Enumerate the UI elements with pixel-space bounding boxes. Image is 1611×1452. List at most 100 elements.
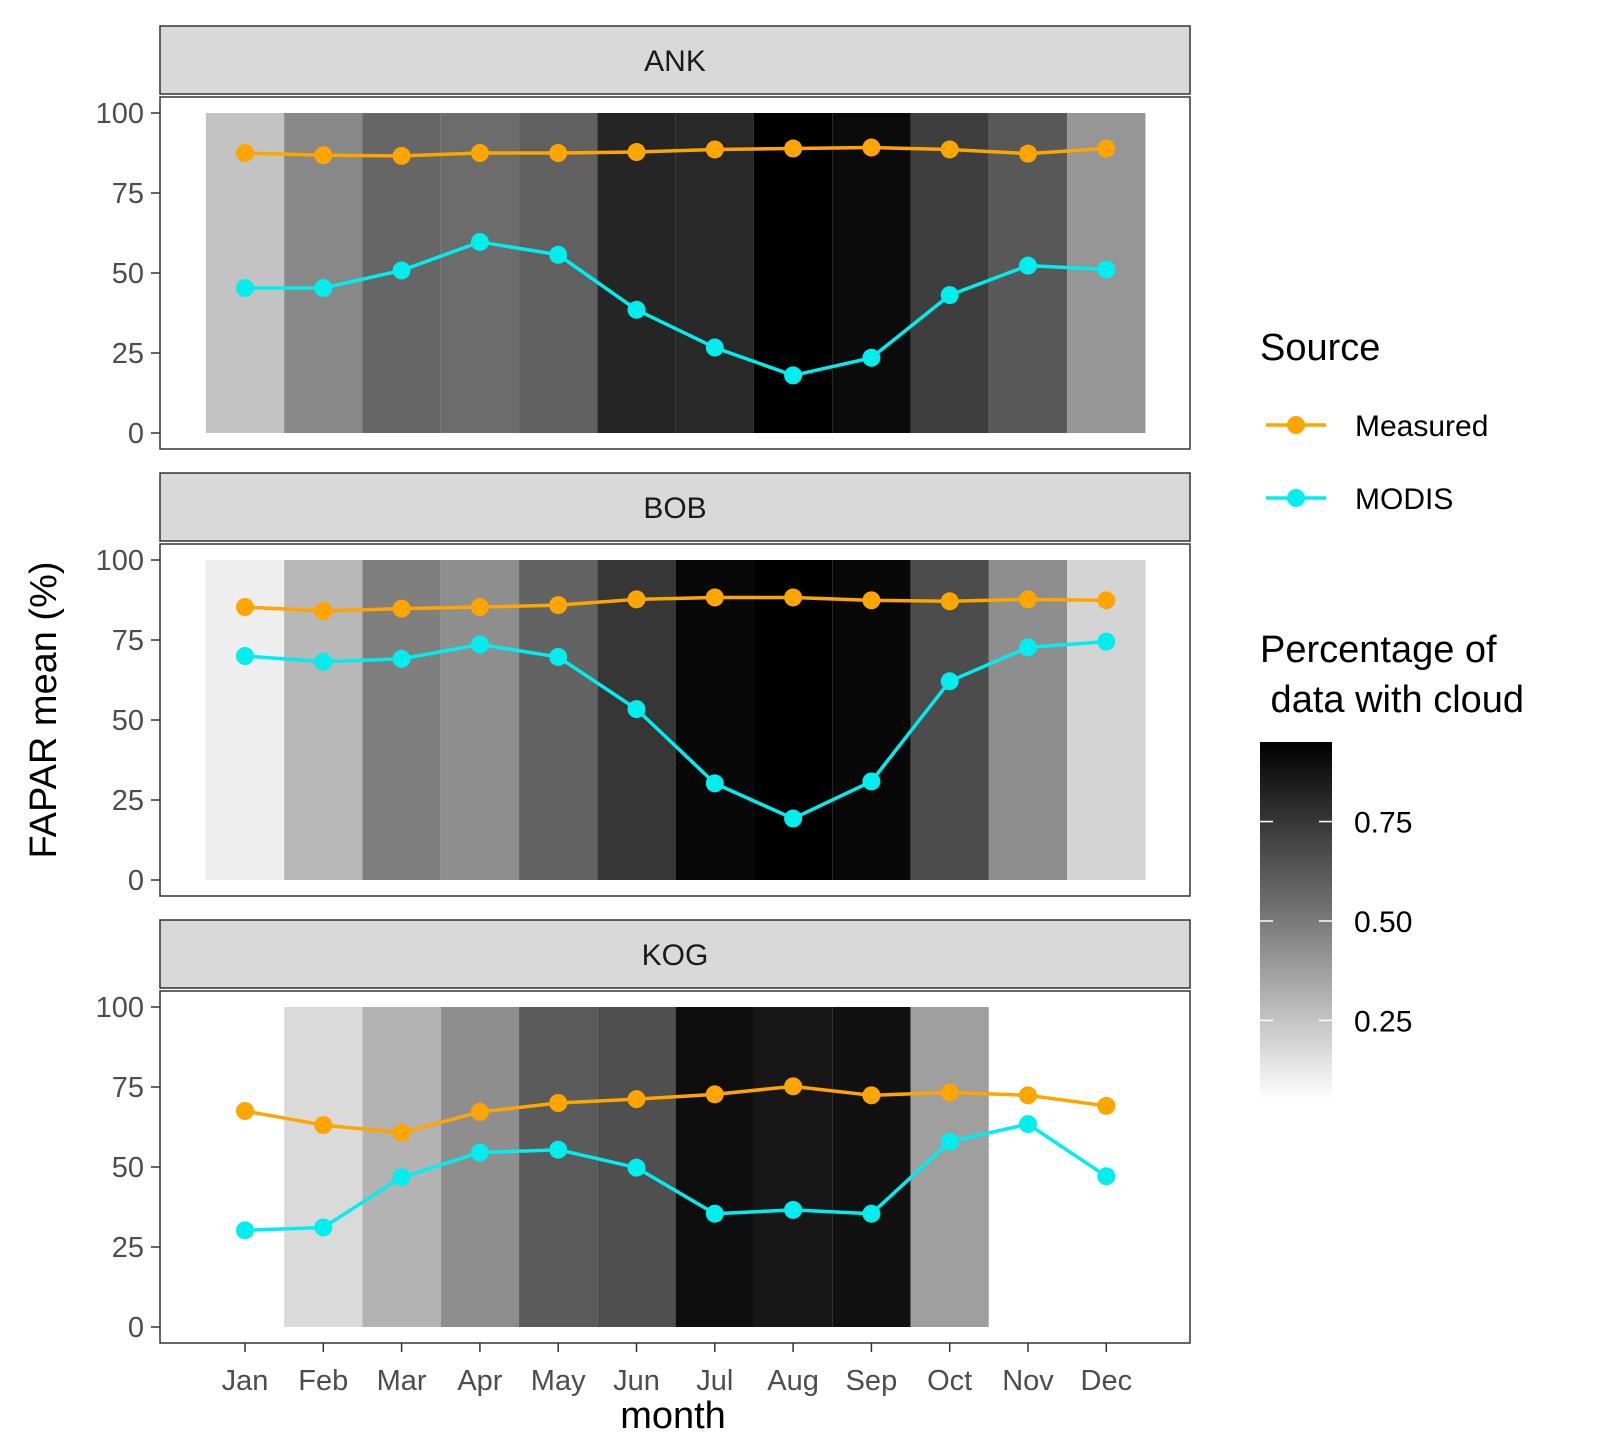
data-point-measured (862, 1086, 881, 1105)
data-point-measured (784, 139, 803, 158)
data-point-measured (940, 592, 959, 611)
data-point-modis (549, 1140, 568, 1159)
data-point-measured (784, 588, 803, 607)
panel-strip (159, 472, 1191, 542)
data-point-modis (862, 1204, 881, 1223)
data-point-measured (705, 588, 724, 607)
data-point-modis (705, 774, 724, 793)
cloud-bar (832, 1007, 911, 1327)
data-point-modis (1019, 638, 1037, 657)
panel-strip (159, 919, 1191, 989)
data-point-modis (940, 1132, 959, 1151)
colorbar-tick-label: 0.50 (1354, 906, 1412, 939)
data-point-modis (940, 286, 959, 305)
x-axis: Jan Feb Mar Apr May Jun Jul Aug Sep Oct Nov Dec (222, 1343, 1132, 1397)
y-tick-label: 75 (112, 1072, 144, 1104)
data-point-measured (627, 1090, 646, 1109)
legend-measured-point (1287, 416, 1305, 434)
colorbar-ticks: 0.75 0.50 0.25 (1260, 807, 1412, 1038)
legend-cloud-title-line2: data with cloud (1260, 679, 1524, 721)
x-tick-label: Sep (846, 1365, 898, 1397)
legend-modis-point (1287, 489, 1305, 507)
x-tick-label: May (531, 1365, 586, 1397)
data-point-measured (236, 144, 254, 162)
cloud-bar (988, 560, 1068, 880)
cloud-bar (675, 560, 754, 880)
data-point-modis (627, 700, 646, 719)
data-point-modis (1097, 632, 1116, 651)
cloud-bar (910, 560, 989, 880)
data-point-modis (862, 348, 881, 367)
cloud-bar (753, 113, 833, 433)
data-point-modis (705, 338, 724, 357)
cloud-bar (675, 1007, 754, 1327)
y-tick-label: 75 (112, 178, 144, 210)
legend-cloud-title-line1: Percentage of (1260, 629, 1497, 671)
data-point-modis (392, 1168, 411, 1187)
x-tick-label: Mar (377, 1365, 427, 1397)
cloud-bar (753, 560, 833, 880)
data-point-measured (392, 1123, 411, 1142)
data-point-modis (236, 1221, 254, 1240)
x-tick-label: Apr (457, 1365, 502, 1397)
data-point-modis (940, 672, 959, 691)
y-axis-title: FAPAR mean (%) (23, 561, 65, 858)
panel-ank: ANK 0 25 50 75 100 (96, 25, 1191, 450)
data-point-measured (549, 1094, 568, 1112)
data-point-modis (784, 1200, 803, 1219)
series-line-modis (244, 639, 1107, 821)
cloud-bar (988, 1007, 1068, 1327)
cloud-bar (205, 113, 285, 433)
data-point-measured (784, 1077, 803, 1096)
data-point-measured (470, 144, 489, 162)
data-point-modis (392, 649, 411, 668)
data-point-measured (314, 1116, 333, 1135)
x-axis-title: month (620, 1395, 726, 1437)
data-point-measured (705, 140, 724, 159)
data-point-modis (862, 772, 881, 791)
data-point-measured (705, 1085, 724, 1104)
y-tick-label: 75 (112, 625, 144, 657)
cloud-bar (440, 1007, 520, 1327)
data-point-modis (1019, 1115, 1037, 1134)
x-tick-label: Feb (298, 1365, 348, 1397)
x-tick-label: Nov (1002, 1365, 1054, 1397)
x-tick-label: Jun (613, 1365, 660, 1397)
panel-strip-label: ANK (644, 45, 706, 78)
y-tick-label: 50 (112, 258, 144, 290)
cloud-bar (1067, 560, 1146, 880)
y-tick-label: 50 (112, 1152, 144, 1184)
data-point-measured (1019, 1086, 1037, 1105)
data-point-measured (470, 598, 489, 617)
series-line-measured (244, 1084, 1107, 1135)
data-point-measured (1097, 139, 1116, 158)
data-point-measured (1097, 591, 1116, 610)
legend-source: Source Measured MODIS (1260, 327, 1488, 516)
cloud-bar (910, 113, 989, 433)
cloud-bar (519, 1007, 598, 1327)
x-tick-label: Jul (696, 1365, 733, 1397)
series-line-measured (244, 145, 1107, 158)
colorbar-tick-label: 0.25 (1354, 1005, 1412, 1038)
data-point-measured (549, 144, 568, 162)
data-point-measured (314, 601, 333, 620)
cloud-bar (597, 560, 676, 880)
x-tick-label: Jan (222, 1365, 269, 1397)
data-point-modis (392, 261, 411, 280)
data-point-modis (1019, 256, 1037, 275)
data-point-modis (627, 300, 646, 319)
cloud-bar (440, 113, 520, 433)
cloud-bar (597, 113, 676, 433)
panel-strip-label: KOG (642, 939, 709, 972)
data-point-modis (784, 366, 803, 385)
data-point-measured (862, 138, 881, 157)
data-point-modis (627, 1158, 646, 1177)
data-point-modis (470, 635, 489, 654)
series-line-measured (244, 595, 1107, 613)
data-point-modis (314, 1218, 333, 1237)
data-point-modis (784, 809, 803, 828)
y-tick-label: 25 (112, 1232, 144, 1264)
data-point-measured (470, 1102, 489, 1121)
data-point-modis (236, 647, 254, 665)
